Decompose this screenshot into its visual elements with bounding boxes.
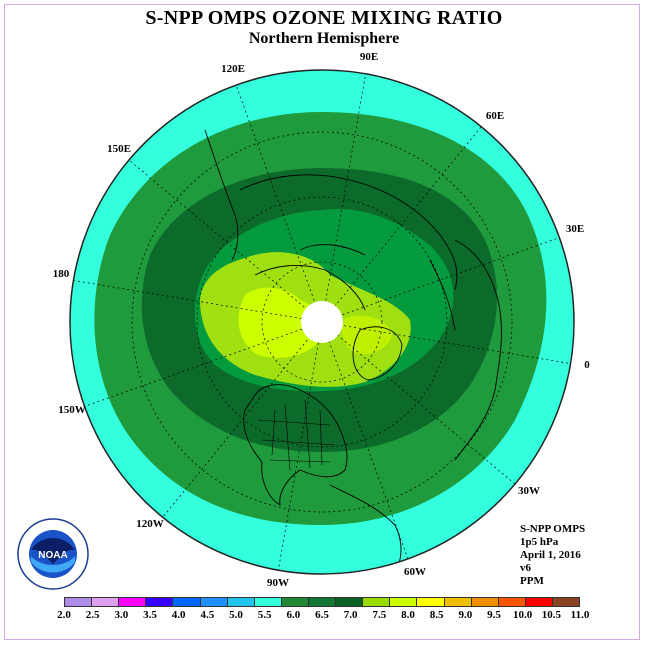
colorbar-tick-label: 6.0	[286, 609, 301, 621]
colorbar-tick-label: 10.5	[541, 609, 561, 621]
page-subtitle: Northern Hemisphere	[248, 30, 400, 47]
colorbar-swatch	[65, 598, 93, 606]
lon-label-60e: 60E	[485, 110, 505, 122]
colorbar-swatch	[363, 598, 391, 606]
colorbar-swatch	[552, 598, 580, 606]
colorbar-tick-label: 8.0	[401, 609, 415, 621]
info-product: S-NPP OMPS	[520, 523, 586, 535]
colorbar-tick-label: 9.0	[458, 609, 473, 621]
pole-hole	[301, 301, 343, 343]
info-date: April 1, 2016	[520, 549, 581, 561]
latitude-circle-1	[261, 261, 383, 383]
colorbar-swatch	[281, 598, 309, 606]
colorbar-tick-label: 2.0	[57, 609, 71, 621]
coastline-us-states	[257, 399, 336, 471]
colorbar-tick-label: 4.0	[171, 609, 186, 621]
lon-label-90e: 90E	[359, 51, 379, 63]
lon-label-150w: 150W	[58, 404, 86, 416]
colorbar-tick-label: 10.0	[513, 609, 533, 621]
map-border	[69, 69, 575, 575]
colorbar-tick-label: 11.0	[570, 609, 590, 621]
colorbar-swatch	[444, 598, 472, 606]
lon-label-120w: 120W	[136, 518, 164, 530]
field-band-8-0b	[342, 315, 392, 355]
colorbar-swatch	[471, 598, 499, 606]
colorbar-tick-label: 2.5	[85, 609, 100, 621]
lon-label-60w: 60W	[404, 566, 426, 578]
lon-label-30e: 30E	[565, 223, 585, 235]
colorbar-tick-label: 7.0	[343, 609, 358, 621]
colorbar-swatch	[146, 598, 174, 606]
colorbar-tick-label: 5.5	[257, 609, 272, 621]
colorbar-swatch	[173, 598, 201, 606]
colorbar	[64, 597, 580, 607]
colorbar-tick-label: 4.5	[200, 609, 215, 621]
colorbar-tick-label: 3.5	[143, 609, 157, 621]
colorbar-swatch	[200, 598, 228, 606]
colorbar-tick-label: 9.5	[487, 609, 501, 621]
colorbar-tick-label: 6.5	[315, 609, 329, 621]
lon-label-120e: 120E	[221, 63, 245, 75]
logo-wordmark: NOAA	[38, 550, 67, 561]
lon-label-0: 0	[584, 359, 590, 371]
coastline-asia	[239, 174, 458, 291]
lon-label-90w: 90W	[267, 577, 289, 589]
coastline-europe-africa	[429, 239, 502, 461]
coastline-north-america	[243, 384, 348, 506]
field-band-8-0	[238, 287, 324, 358]
info-pressure: 1p5 hPa	[520, 536, 559, 548]
colorbar-swatch	[308, 598, 337, 606]
colorbar-tick-label: 7.5	[372, 609, 387, 621]
colorbar-swatch	[227, 598, 255, 606]
colorbar-tick-label: 3.0	[114, 609, 129, 621]
colorbar-tick-label: 8.5	[429, 609, 444, 621]
coastline-east-asia	[204, 129, 239, 261]
product-info: S-NPP OMPS 1p5 hPa April 1, 2016 v6 PPM	[520, 523, 585, 588]
colorbar-swatch	[92, 598, 120, 606]
lon-label-30w: 30W	[518, 485, 540, 497]
colorbar-swatch	[417, 598, 445, 606]
colorbar-tick-label: 5.0	[229, 609, 243, 621]
lon-label-150e: 150E	[107, 143, 131, 155]
colorbar-ticks: 2.0 2.5 3.0 3.5 4.0 4.5 5.0 5.5 6.0 6.5 7.0 7.5 8.0 8…	[0, 609, 648, 623]
page-title: S-NPP OMPS OZONE MIXING RATIO	[145, 7, 503, 29]
page-frame	[4, 4, 640, 640]
latitude-circle-3	[131, 131, 513, 513]
info-units: PPM	[520, 575, 544, 587]
meridian-60w-120e	[235, 84, 409, 560]
lon-label-180: 180	[52, 268, 70, 280]
colorbar-swatch	[498, 598, 526, 606]
colorbar-swatch	[390, 598, 418, 606]
colorbar-swatch	[336, 598, 364, 606]
coastline-siberia	[254, 265, 366, 311]
colorbar-swatch	[119, 598, 147, 606]
coastline-greenland	[352, 326, 403, 381]
latitude-circle-2	[196, 196, 448, 448]
colorbar-swatch	[525, 598, 553, 606]
colorbar-swatch	[254, 598, 282, 606]
noaa-logo: NOAA	[17, 518, 89, 590]
info-version: v6	[520, 562, 531, 574]
